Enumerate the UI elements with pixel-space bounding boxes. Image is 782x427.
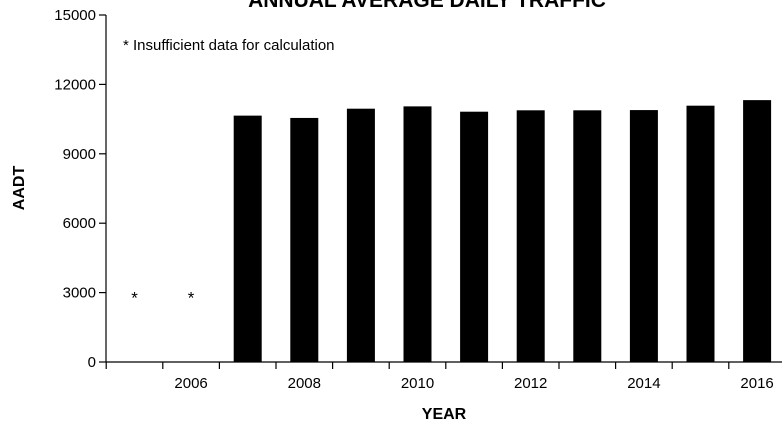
bar [346,108,375,362]
bar [743,100,772,362]
y-tick-label: 0 [88,354,96,371]
missing-data-marker: * [188,289,195,308]
annotation-note: * Insufficient data for calculation [123,37,335,54]
x-tick-label: 2014 [627,375,660,392]
bar [573,110,602,363]
bar [629,110,658,362]
y-tick-label: 15000 [54,7,96,24]
bar [686,105,715,362]
bar [233,115,262,362]
bar [403,106,432,362]
y-tick-label: 6000 [63,215,96,232]
x-axis-title: YEAR [422,406,467,423]
x-tick-label: 2006 [174,375,207,392]
x-tick-label: 2012 [514,375,547,392]
x-tick-label: 2008 [288,375,321,392]
missing-data-marker: * [131,289,138,308]
x-tick-label: 2016 [740,375,773,392]
y-tick-label: 9000 [63,146,96,163]
y-axis-title: AADT [11,166,28,211]
x-tick-label: 2010 [401,375,434,392]
bar [290,117,319,363]
y-tick-label: 12000 [54,76,96,93]
bar [460,111,489,363]
y-tick-label: 3000 [63,285,96,302]
bar [516,110,545,363]
chart-title: ANNUAL AVERAGE DAILY TRAFFIC [248,0,606,12]
